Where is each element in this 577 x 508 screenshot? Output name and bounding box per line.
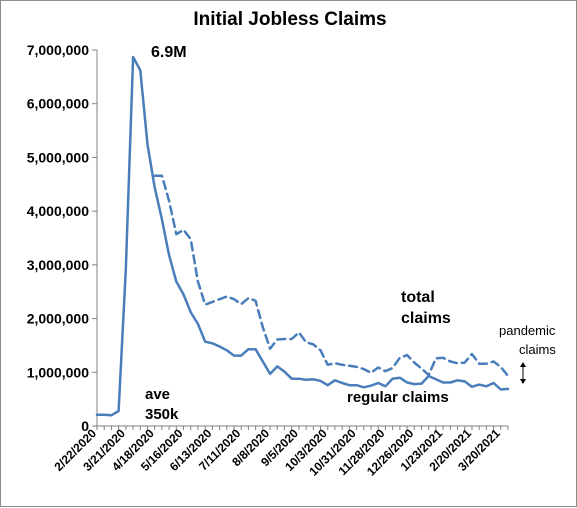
average-annotation-line1: ave xyxy=(145,386,170,403)
total-claims-label-line2: claims xyxy=(401,310,451,327)
y-tick-label: 4,000,000 xyxy=(27,203,89,219)
y-tick-label: 7,000,000 xyxy=(27,42,89,58)
peak-annotation: 6.9M xyxy=(151,44,187,61)
y-tick-label: 2,000,000 xyxy=(27,311,89,327)
regular-claims-label: regular claims xyxy=(347,389,449,406)
y-tick-label: 3,000,000 xyxy=(27,257,89,273)
total-claims-line xyxy=(153,174,510,378)
y-tick-label: 5,000,000 xyxy=(27,149,89,165)
series-layer xyxy=(95,55,510,417)
axes: 0 1,000,000 2,000,000 3,000,000 4,000,000 5,0… xyxy=(27,42,509,479)
pandemic-claims-label-line2: claims xyxy=(519,342,556,357)
chart-title: Initial Jobless Claims xyxy=(193,9,386,30)
y-tick-label: 1,000,000 xyxy=(27,364,89,380)
regular-claims-line xyxy=(95,55,510,417)
total-claims-label-line1: total xyxy=(401,289,435,306)
average-annotation-line2: 350k xyxy=(145,406,179,423)
y-tick-label: 6,000,000 xyxy=(27,96,89,112)
pandemic-gap-arrow xyxy=(520,362,526,384)
annotations: 6.9M ave 350k total claims pandemic clai… xyxy=(145,44,556,423)
y-tick-label: 0 xyxy=(81,418,89,434)
pandemic-claims-label-line1: pandemic xyxy=(499,323,556,338)
